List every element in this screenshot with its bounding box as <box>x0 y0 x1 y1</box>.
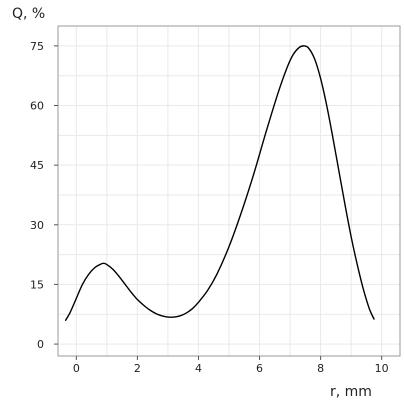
x-axis-title: r, mm <box>330 384 372 400</box>
plot-frame <box>57 25 401 357</box>
x-tick-label: 2 <box>134 362 141 375</box>
y-axis-title: Q, % <box>12 6 45 22</box>
y-tick-label: 30 <box>30 219 44 232</box>
y-tick-label: 45 <box>30 159 44 172</box>
x-tick-label: 0 <box>73 362 80 375</box>
x-tick-label: 6 <box>256 362 263 375</box>
y-tick-label: 75 <box>30 40 44 53</box>
series-line <box>64 45 375 321</box>
y-tick-label: 0 <box>37 338 44 351</box>
x-tick-label: 4 <box>195 362 202 375</box>
y-tick-label: 60 <box>30 100 44 113</box>
series-layer <box>64 45 375 321</box>
grid <box>58 26 400 356</box>
x-tick-label: 8 <box>317 362 324 375</box>
y-tick-label: 15 <box>30 278 44 291</box>
x-tick-label: 10 <box>375 362 389 375</box>
ticks: 0 2 4 6 8 10 0 15 30 45 60 75 <box>30 40 389 375</box>
